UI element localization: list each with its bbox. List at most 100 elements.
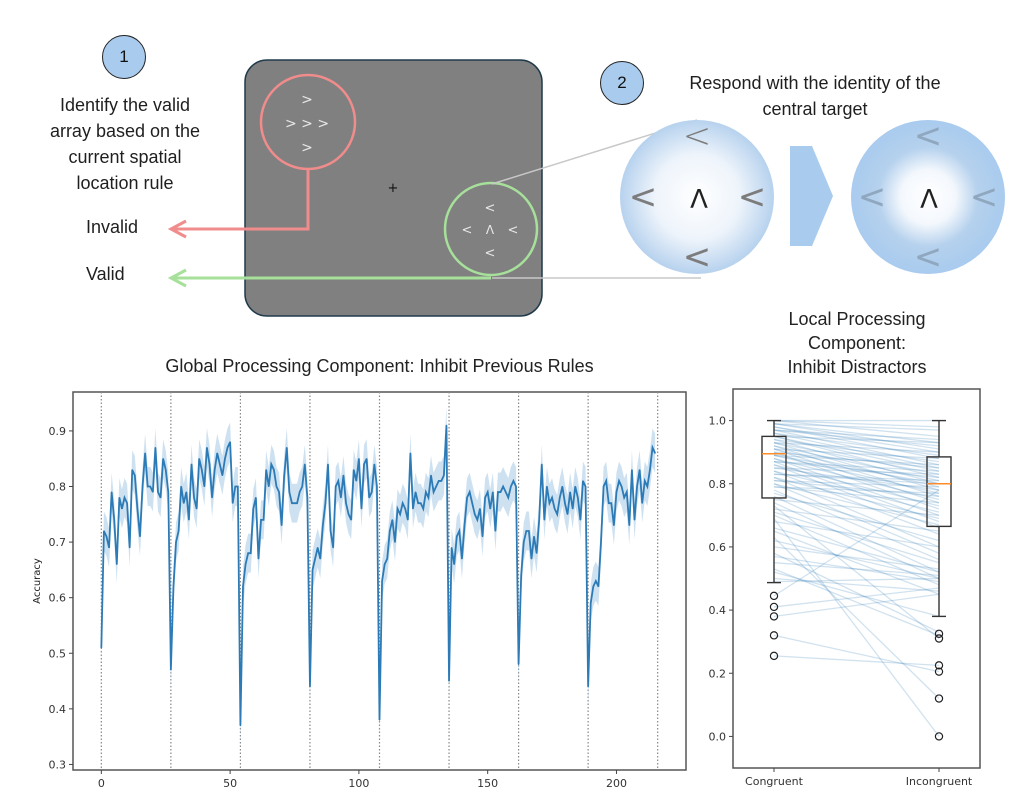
- participant-line: [773, 473, 940, 482]
- y-tick-label: 1.0: [709, 415, 727, 428]
- accuracy-point: [234, 485, 236, 488]
- invalid-array-middle: > > >: [285, 116, 329, 132]
- participant-line: [773, 552, 940, 633]
- accuracy-point: [492, 491, 494, 493]
- participant-line: [773, 467, 940, 491]
- after-left-flanker: <: [858, 177, 887, 217]
- participant-line: [773, 502, 940, 580]
- participant-line: [773, 577, 940, 583]
- accuracy-point: [631, 469, 633, 471]
- invalid-array-top: >: [301, 92, 313, 108]
- outlier-point: [769, 591, 779, 601]
- accuracy-point: [394, 541, 396, 543]
- accuracy-point: [108, 547, 110, 549]
- accuracy-point: [451, 547, 453, 549]
- participant-line: [773, 555, 940, 583]
- accuracy-point: [324, 502, 327, 504]
- accuracy-point: [399, 513, 401, 515]
- accuracy-point: [147, 485, 149, 488]
- valid-array-center: Λ: [486, 223, 495, 237]
- accuracy-point: [216, 452, 218, 454]
- accuracy-point: [427, 497, 430, 499]
- y-tick-label: 0.6: [709, 541, 727, 554]
- accuracy-point: [342, 474, 345, 476]
- local-plot-frame: [732, 388, 981, 769]
- accuracy-point: [262, 519, 265, 521]
- accuracy-point: [502, 485, 504, 488]
- accuracy-point: [185, 491, 187, 493]
- accuracy-point: [363, 463, 365, 465]
- accuracy-point: [404, 508, 406, 510]
- accuracy-point: [512, 480, 515, 482]
- after-right-flanker: <: [970, 177, 999, 217]
- accuracy-point: [590, 602, 592, 604]
- y-tick-label: 0.4: [49, 703, 67, 716]
- accuracy-point: [530, 558, 533, 560]
- accuracy-point: [257, 558, 260, 560]
- accuracy-point: [621, 485, 623, 488]
- local-title-line-3: Inhibit Distractors: [787, 357, 927, 377]
- accuracy-point: [445, 424, 448, 426]
- outlier-point: [769, 612, 779, 621]
- accuracy-point: [618, 480, 620, 482]
- after-top-flanker: <: [914, 116, 943, 156]
- accuracy-point: [595, 580, 597, 582]
- accuracy-point: [260, 519, 262, 521]
- accuracy-point: [172, 585, 175, 588]
- y-axis-label: Accuracy: [32, 558, 43, 604]
- accuracy-point: [546, 485, 548, 488]
- accuracy-point: [497, 491, 499, 493]
- accuracy-point: [291, 502, 293, 504]
- x-tick-label: 200: [606, 777, 627, 790]
- accuracy-point: [587, 686, 589, 688]
- task-diagram: + > > > > > < < Λ < < < < Λ < < < < Λ < …: [167, 59, 1005, 317]
- accuracy-point: [157, 491, 159, 493]
- participant-line: [773, 429, 940, 441]
- before-bottom-flanker: <: [683, 237, 712, 277]
- iqr-box-incongruent: [926, 456, 952, 528]
- y-tick-label: 0.6: [49, 592, 67, 605]
- participant-line: [773, 419, 940, 438]
- accuracy-point: [198, 458, 200, 460]
- accuracy-point: [134, 474, 136, 476]
- accuracy-point: [237, 485, 239, 488]
- valid-array-circle: [443, 181, 539, 277]
- participant-line: [773, 476, 940, 548]
- invalid-connector: [172, 169, 310, 231]
- local-processing-chart: Congruent Incongruent 0.0 0.2 0.4 0.6 0.8 1.0: [709, 388, 981, 788]
- participant-line: [773, 486, 940, 494]
- participant-line: [773, 587, 940, 608]
- accuracy-point: [481, 535, 484, 538]
- accuracy-point: [600, 541, 602, 543]
- accuracy-point: [281, 524, 283, 527]
- local-chart-title: Local Processing Component: Inhibit Dist…: [733, 307, 981, 379]
- participant-line: [773, 454, 940, 494]
- accuracy-point: [402, 502, 404, 504]
- accuracy-point: [510, 485, 512, 488]
- x-tick-label: 50: [223, 777, 237, 790]
- accuracy-point: [389, 530, 391, 532]
- accuracy-point: [371, 491, 373, 493]
- accuracy-point: [469, 491, 471, 493]
- participant-line: [773, 508, 940, 532]
- accuracy-point: [572, 508, 574, 510]
- accuracy-point: [494, 530, 497, 532]
- accuracy-point: [584, 485, 587, 488]
- accuracy-point: [211, 497, 213, 499]
- accuracy-point: [378, 719, 381, 721]
- accuracy-point: [286, 446, 288, 449]
- invalid-array-bottom: >: [301, 140, 313, 156]
- accuracy-point: [536, 552, 538, 554]
- accuracy-point: [360, 508, 363, 510]
- accuracy-point: [644, 480, 646, 482]
- accuracy-point: [376, 485, 378, 488]
- accuracy-point: [533, 535, 535, 538]
- accuracy-point: [471, 502, 473, 504]
- step-1-line-4: location rule: [76, 173, 174, 193]
- accuracy-point: [422, 508, 424, 510]
- participant-line: [773, 536, 940, 699]
- accuracy-point: [219, 463, 221, 465]
- accuracy-point: [139, 535, 141, 538]
- accuracy-point: [244, 563, 247, 565]
- accuracy-point: [373, 463, 375, 465]
